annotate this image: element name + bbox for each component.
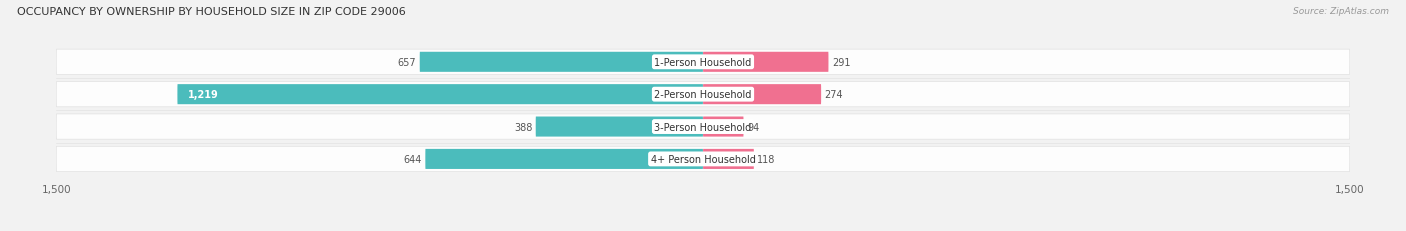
FancyBboxPatch shape (56, 147, 1350, 172)
FancyBboxPatch shape (703, 52, 828, 73)
FancyBboxPatch shape (56, 114, 1350, 140)
FancyBboxPatch shape (420, 52, 703, 73)
Text: 3-Person Household: 3-Person Household (654, 122, 752, 132)
Text: Source: ZipAtlas.com: Source: ZipAtlas.com (1294, 7, 1389, 16)
FancyBboxPatch shape (56, 50, 1350, 75)
FancyBboxPatch shape (426, 149, 703, 169)
Legend: Owner-occupied, Renter-occupied: Owner-occupied, Renter-occupied (592, 229, 814, 231)
Text: 4+ Person Household: 4+ Person Household (651, 154, 755, 164)
Text: 644: 644 (404, 154, 422, 164)
FancyBboxPatch shape (536, 117, 703, 137)
FancyBboxPatch shape (56, 82, 1350, 107)
Text: 657: 657 (398, 58, 416, 67)
Text: 2-Person Household: 2-Person Household (654, 90, 752, 100)
Text: 118: 118 (758, 154, 776, 164)
Text: 388: 388 (513, 122, 533, 132)
FancyBboxPatch shape (703, 85, 821, 105)
Text: OCCUPANCY BY OWNERSHIP BY HOUSEHOLD SIZE IN ZIP CODE 29006: OCCUPANCY BY OWNERSHIP BY HOUSEHOLD SIZE… (17, 7, 405, 17)
Text: 1,219: 1,219 (188, 90, 219, 100)
Text: 291: 291 (832, 58, 851, 67)
FancyBboxPatch shape (703, 149, 754, 169)
Text: 94: 94 (747, 122, 759, 132)
FancyBboxPatch shape (177, 85, 703, 105)
Text: 1-Person Household: 1-Person Household (654, 58, 752, 67)
Text: 274: 274 (824, 90, 844, 100)
FancyBboxPatch shape (703, 117, 744, 137)
